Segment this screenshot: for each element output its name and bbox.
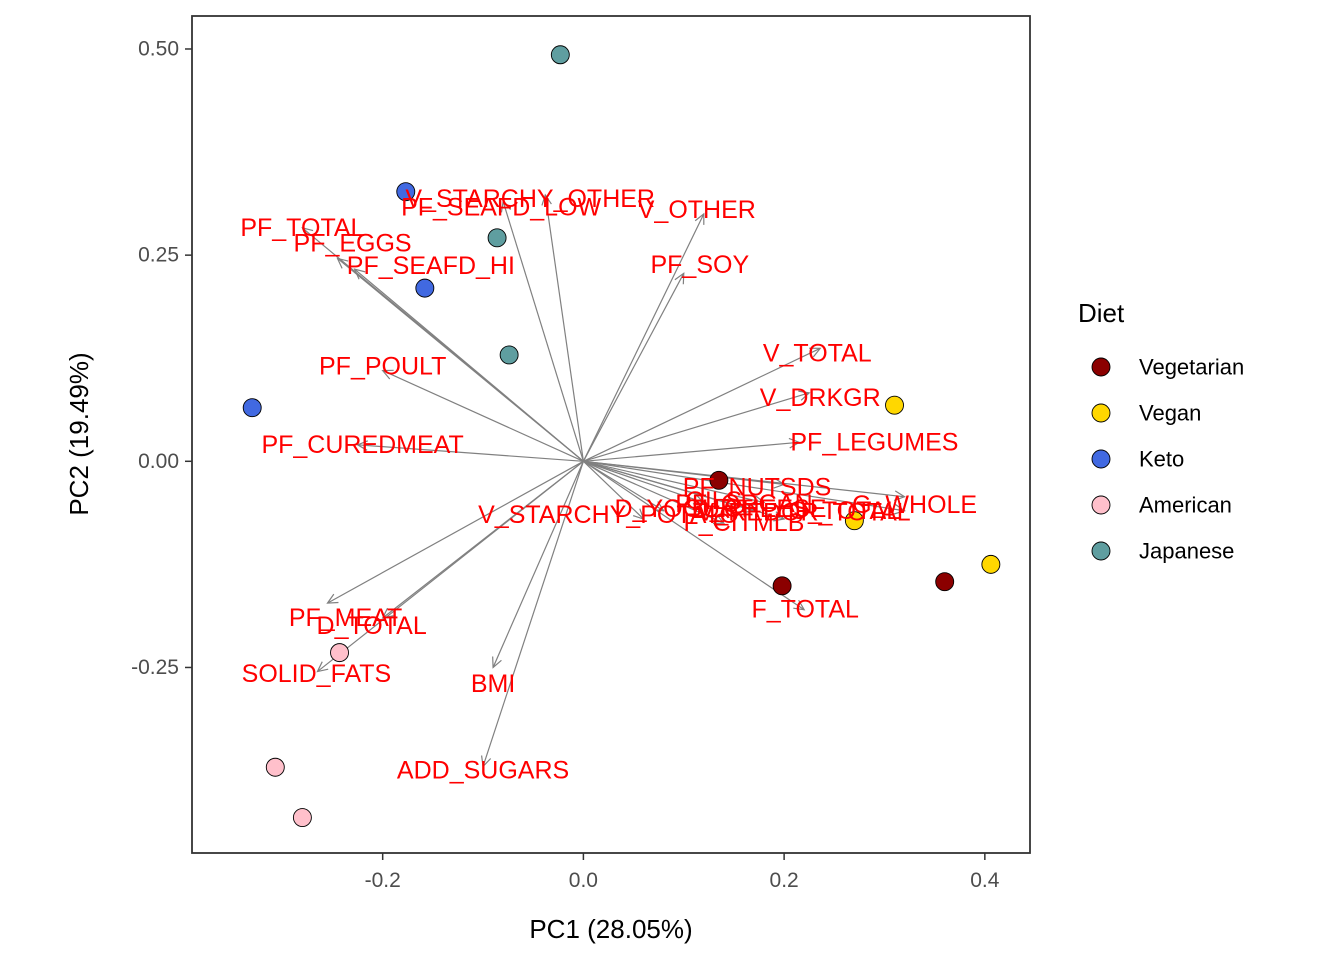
- loading-arrow-g-total: [583, 460, 906, 515]
- loading-arrow-g-whole: [583, 460, 906, 501]
- point-vegetarian-3: [935, 572, 955, 592]
- legend-key-american: [1091, 495, 1111, 515]
- loading-arrow-pf-meat: [326, 460, 584, 604]
- loading-arrow-oils: [583, 460, 706, 505]
- loading-label-v-redor-total: V_REDOR_TOTAL: [698, 498, 911, 526]
- legend-key-vegan: [1091, 403, 1111, 423]
- loading-label-pf-meat: PF_MEAT: [289, 604, 402, 632]
- point-american-3: [292, 808, 312, 827]
- point-vegan-1: [885, 395, 904, 415]
- loading-arrow-pf-legumes: [583, 437, 801, 462]
- loading-label-v-starchy-other: V_STARCHY_OTHER: [405, 185, 655, 213]
- loading-label-f-citmlb: F_CITMLB: [684, 509, 805, 537]
- loading-labels: PF_TOTALPF_EGGSPF_SEAFD_HIPF_SEAFD_LOWV_…: [240, 185, 977, 784]
- point-vegan-2: [844, 511, 864, 531]
- point-american-1: [330, 643, 349, 663]
- legend-label-japanese: Japanese: [1139, 539, 1234, 564]
- loading-label-d-cheese: D_CHEESE: [692, 495, 827, 523]
- point-vegan-3: [981, 554, 1001, 574]
- loading-arrow-pf-seafd-hi: [353, 268, 584, 462]
- point-japanese-3: [499, 345, 519, 365]
- x-tick-label: 0.2: [770, 869, 799, 892]
- loading-arrow-v-starchy-other: [541, 193, 584, 462]
- loading-label-g-total: G_TOTAL: [789, 497, 901, 525]
- loading-arrow-v-redor-total: [583, 460, 786, 522]
- loading-label-pf-poult: PF_POULT: [319, 352, 446, 380]
- loading-arrow-v-drkgr: [583, 390, 811, 462]
- loading-arrow-v-total: [583, 347, 822, 462]
- x-axis-title: PC1 (28.05%): [529, 914, 692, 944]
- y-axis: -0.25 0.00 0.25 0.50: [131, 37, 192, 679]
- loading-label-add-sugars: ADD_SUGARS: [397, 757, 569, 785]
- score-points: [242, 45, 1001, 827]
- loading-arrow-f-citmlb: [583, 460, 726, 525]
- legend-title: Diet: [1078, 298, 1125, 328]
- legend-label-vegetarian: Vegetarian: [1139, 355, 1244, 380]
- y-tick-label: 0.00: [138, 450, 179, 473]
- x-axis: -0.2 0.0 0.2 0.4: [365, 853, 1000, 892]
- loading-label-g-whole: G_WHOLE: [852, 491, 977, 519]
- loading-label-pf-total: PF_TOTAL: [240, 214, 364, 242]
- loading-label-solid-fats: SOLID_FATS: [242, 660, 392, 688]
- point-keto-3: [242, 398, 262, 418]
- loading-arrows: [301, 193, 906, 768]
- y-axis-title: PC2 (19.49%): [64, 352, 94, 515]
- loading-label-pf-curedmeat: PF_CUREDMEAT: [261, 431, 463, 459]
- y-tick-label: 0.25: [138, 244, 179, 267]
- loading-label-pf-seafd-hi: PF_SEAFD_HI: [347, 252, 515, 280]
- loading-label-d-total: D_TOTAL: [317, 612, 427, 640]
- point-japanese-2: [487, 228, 507, 248]
- loading-arrow-v-other: [582, 212, 705, 462]
- point-vegetarian-2: [772, 576, 792, 596]
- loading-label-pf-legumes: PF_LEGUMES: [790, 428, 958, 456]
- loading-label-v-other: V_OTHER: [638, 196, 756, 224]
- x-tick-label: -0.2: [365, 869, 401, 892]
- loading-arrow-v-starchy-potato: [582, 460, 645, 520]
- loading-arrow-pf-poult: [381, 369, 584, 462]
- loading-label-f-total: F_TOTAL: [751, 596, 859, 624]
- point-keto-1: [396, 182, 416, 202]
- loading-label-pf-nutsds: PF_NUTSDS: [683, 474, 832, 502]
- loading-arrow-pf-curedmeat: [356, 440, 584, 462]
- loading-label-pf-organ: PF_ORGAN: [675, 490, 813, 518]
- point-keto-2: [415, 278, 435, 298]
- loading-label-v-total: V_TOTAL: [763, 339, 872, 367]
- loading-arrow-bmi: [492, 461, 584, 669]
- loading-label-v-starchy-potato: V_STARCHY_POTATO: [478, 501, 739, 529]
- point-american-2: [265, 757, 285, 777]
- legend-key-keto: [1091, 449, 1111, 469]
- plot-panel: [191, 15, 1031, 854]
- loading-label-pf-seafd-low: PF_SEAFD_LOW: [401, 193, 601, 221]
- y-tick-label: 0.50: [138, 37, 179, 60]
- loading-arrow-add-sugars: [480, 461, 584, 768]
- y-tick-label: -0.25: [131, 656, 179, 679]
- loading-label-pf-soy: PF_SOY: [650, 251, 749, 279]
- legend-label-vegan: Vegan: [1139, 401, 1201, 426]
- legend-key-japanese: [1091, 541, 1111, 561]
- loading-arrow-pf-seafd-low: [500, 200, 584, 462]
- x-tick-label: 0.0: [569, 869, 598, 892]
- x-tick-label: 0.4: [970, 869, 1000, 892]
- point-vegetarian-1: [709, 470, 729, 490]
- loading-arrow-pf-soy: [582, 272, 685, 462]
- loading-label-d-yogurt: D_YOGURT: [615, 495, 753, 523]
- point-japanese-1: [550, 45, 570, 65]
- loading-arrow-pf-organ: [583, 460, 766, 506]
- legend-key-vegetarian: [1091, 357, 1111, 377]
- loading-arrow-f-total: [583, 460, 806, 611]
- loading-label-oils: OILS: [685, 487, 742, 515]
- loading-label-bmi: BMI: [471, 670, 515, 698]
- legend: Diet Vegetarian Vegan Keto American Japanese: [1078, 298, 1244, 564]
- loading-label-pf-eggs: PF_EGGS: [294, 230, 412, 258]
- loading-label-v-drkgr: V_DRKGR: [760, 384, 881, 412]
- legend-label-american: American: [1139, 493, 1232, 518]
- loading-arrow-solid-fats: [316, 460, 584, 673]
- legend-label-keto: Keto: [1139, 447, 1184, 472]
